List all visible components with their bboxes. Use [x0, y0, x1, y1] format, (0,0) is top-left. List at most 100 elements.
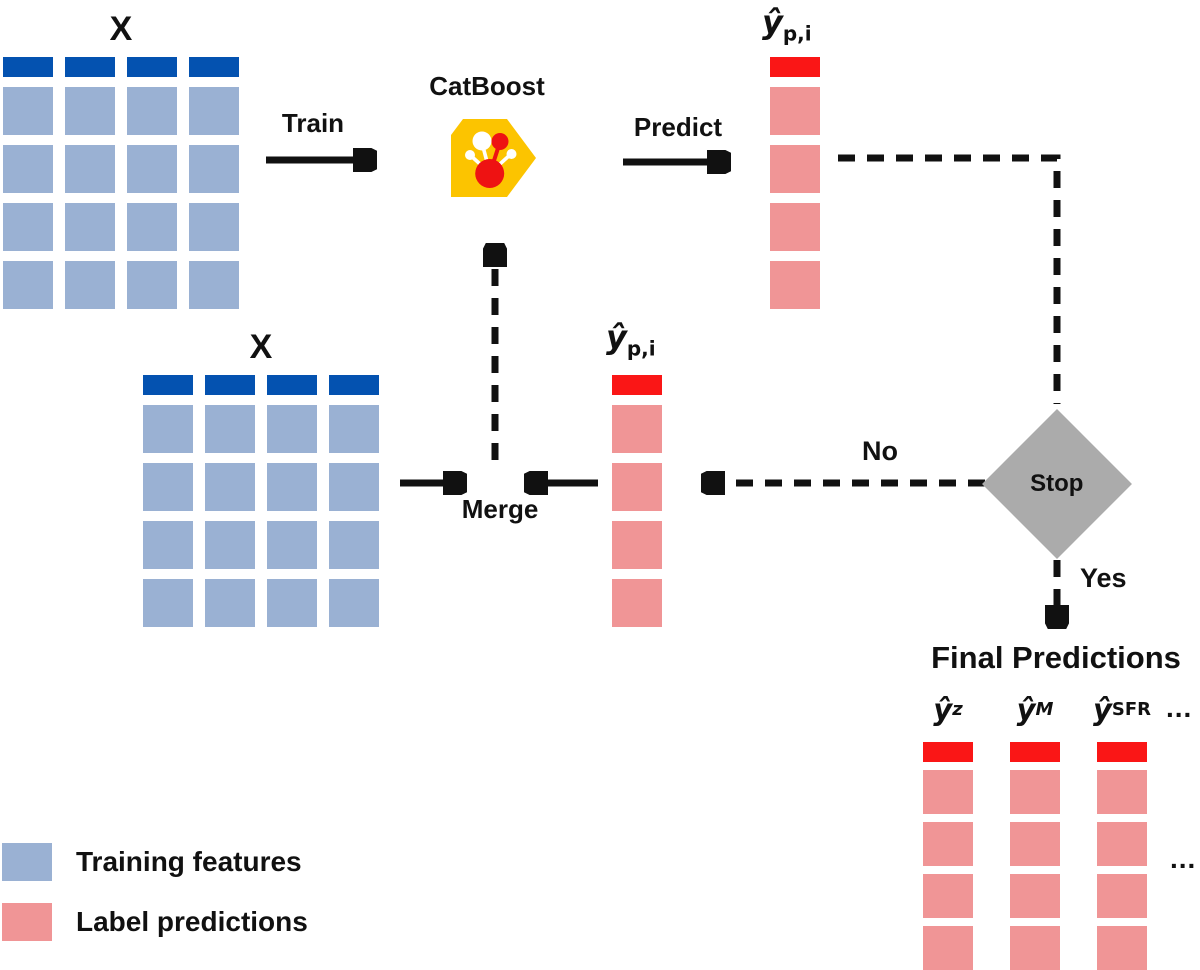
matrix-cell	[189, 261, 239, 309]
vector-header-cell	[612, 375, 662, 395]
vector-cell	[1010, 926, 1060, 970]
yhat-sub: SFR	[1111, 699, 1152, 720]
final-rows-ellipsis: ...	[1170, 843, 1197, 874]
matrix-cell	[65, 203, 115, 251]
vector-y1-label: ŷp,i	[762, 6, 812, 43]
final-vector-sfr	[1097, 742, 1147, 970]
yhat-base: ŷ	[933, 692, 953, 727]
train-label: Train	[281, 108, 345, 138]
matrix-x2-label: X	[249, 328, 273, 366]
vector-y2-label: ŷp,i	[606, 321, 656, 358]
vector-cell	[770, 203, 820, 251]
matrix-header-cell	[143, 375, 193, 395]
matrix-cell	[189, 145, 239, 193]
matrix-cell	[267, 579, 317, 627]
yhat-base: ŷ	[606, 318, 627, 356]
vector-cell	[770, 87, 820, 135]
matrix-cell	[143, 579, 193, 627]
matrix-x1	[3, 57, 239, 309]
matrix-cell	[189, 87, 239, 135]
matrix-x1-label: X	[109, 10, 133, 48]
matrix-cell	[127, 145, 177, 193]
matrix-cell	[267, 405, 317, 453]
matrix-cell	[267, 521, 317, 569]
matrix-cell	[3, 87, 53, 135]
vector-cell	[1097, 926, 1147, 970]
prediction-to-stop-connector	[838, 154, 1061, 404]
yhat-base: ŷ	[1092, 692, 1112, 727]
vector-header-cell	[770, 57, 820, 77]
label-predictions-swatch	[2, 903, 52, 941]
final-predictions-title: Final Predictions	[931, 640, 1181, 675]
yes-label: Yes	[1080, 563, 1127, 593]
matrix-cell	[127, 203, 177, 251]
vector-cell	[923, 822, 973, 866]
matrix-cell	[267, 463, 317, 511]
matrix-x2	[143, 375, 379, 627]
predict-label: Predict	[633, 112, 723, 142]
vector-header-cell	[1097, 742, 1147, 762]
vector-cell	[612, 521, 662, 569]
vector-cell	[1010, 822, 1060, 866]
matrix-header-cell	[3, 57, 53, 77]
final-vector-m	[1010, 742, 1060, 970]
matrix-cell	[3, 203, 53, 251]
yhat-sub: z	[952, 699, 963, 720]
matrix-cell	[205, 521, 255, 569]
matrix-cell	[205, 579, 255, 627]
matrix-cell	[143, 405, 193, 453]
vector-cell	[1010, 770, 1060, 814]
matrix-cell	[65, 145, 115, 193]
vector-cell	[923, 770, 973, 814]
final-vector-z	[923, 742, 973, 970]
matrix-cell	[127, 87, 177, 135]
stop-diamond: Stop	[982, 409, 1132, 559]
stop-label: Stop	[1030, 469, 1084, 497]
matrix-cell	[65, 261, 115, 309]
legend-label: Training features	[76, 846, 302, 877]
matrix-header-cell	[65, 57, 115, 77]
legend: Training features Label predictions	[2, 843, 308, 941]
catboost-label: CatBoost	[429, 71, 545, 101]
legend-label: Label predictions	[76, 906, 308, 937]
matrix-cell	[143, 463, 193, 511]
yhat-sub: p,i	[782, 21, 812, 46]
matrix-cell	[329, 579, 379, 627]
matrix-header-cell	[329, 375, 379, 395]
yhat-base: ŷ	[1016, 692, 1036, 727]
vector-cell	[612, 579, 662, 627]
matrix-cell	[3, 145, 53, 193]
vector-cell	[1097, 770, 1147, 814]
matrix-header-cell	[205, 375, 255, 395]
final-labels-ellipsis: ...	[1166, 692, 1193, 723]
vector-cell	[1097, 822, 1147, 866]
catboost-icon	[451, 119, 536, 197]
vector-header-cell	[923, 742, 973, 762]
matrix-cell	[329, 463, 379, 511]
matrix-cell	[329, 521, 379, 569]
vector-y1	[770, 57, 820, 309]
merge-label: Merge	[461, 494, 539, 524]
vector-header-cell	[1010, 742, 1060, 762]
vector-cell	[612, 405, 662, 453]
matrix-header-cell	[267, 375, 317, 395]
matrix-header-cell	[189, 57, 239, 77]
matrix-cell	[205, 405, 255, 453]
vector-cell	[770, 261, 820, 309]
matrix-cell	[329, 405, 379, 453]
vector-cell	[923, 926, 973, 970]
yhat-base: ŷ	[762, 3, 783, 41]
final-column-sfr-label: ŷ SFR	[1093, 686, 1151, 734]
vector-y2	[612, 375, 662, 627]
yhat-sub: M	[1035, 699, 1054, 720]
matrix-cell	[3, 261, 53, 309]
no-label: No	[862, 436, 898, 466]
final-column-sfr: ŷ SFR	[1093, 686, 1151, 970]
vector-cell	[1097, 874, 1147, 918]
legend-item-training-features: Training features	[2, 843, 308, 881]
vector-cell	[1010, 874, 1060, 918]
